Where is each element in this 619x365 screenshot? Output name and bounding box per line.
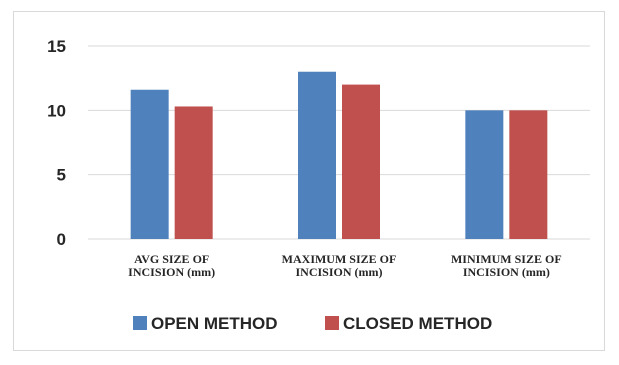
x-tick-label-1: MAXIMUM SIZE OF INCISION (mm) [282, 252, 397, 279]
y-tick-label-10: 10 [47, 101, 66, 120]
legend-label-closed: CLOSED METHOD [343, 314, 492, 333]
bar-open-2 [465, 110, 504, 239]
legend-label-open: OPEN METHOD [151, 314, 278, 333]
legend-swatch-open [133, 316, 147, 330]
bar-open-0 [130, 89, 169, 239]
y-tick-label-0: 0 [57, 230, 66, 249]
y-tick-label-5: 5 [57, 166, 66, 185]
bar-closed-0 [174, 106, 213, 240]
bar-open-1 [298, 71, 336, 239]
x-tick-label-0: AVG SIZE OF INCISION (mm) [128, 252, 215, 279]
legend-swatch-closed [325, 316, 339, 330]
bar-closed-1 [342, 84, 380, 239]
x-tick-label-2: MINIMUM SIZE OF INCISION (mm) [451, 252, 562, 279]
bar-closed-2 [509, 110, 548, 239]
y-tick-label-15: 15 [47, 37, 66, 56]
